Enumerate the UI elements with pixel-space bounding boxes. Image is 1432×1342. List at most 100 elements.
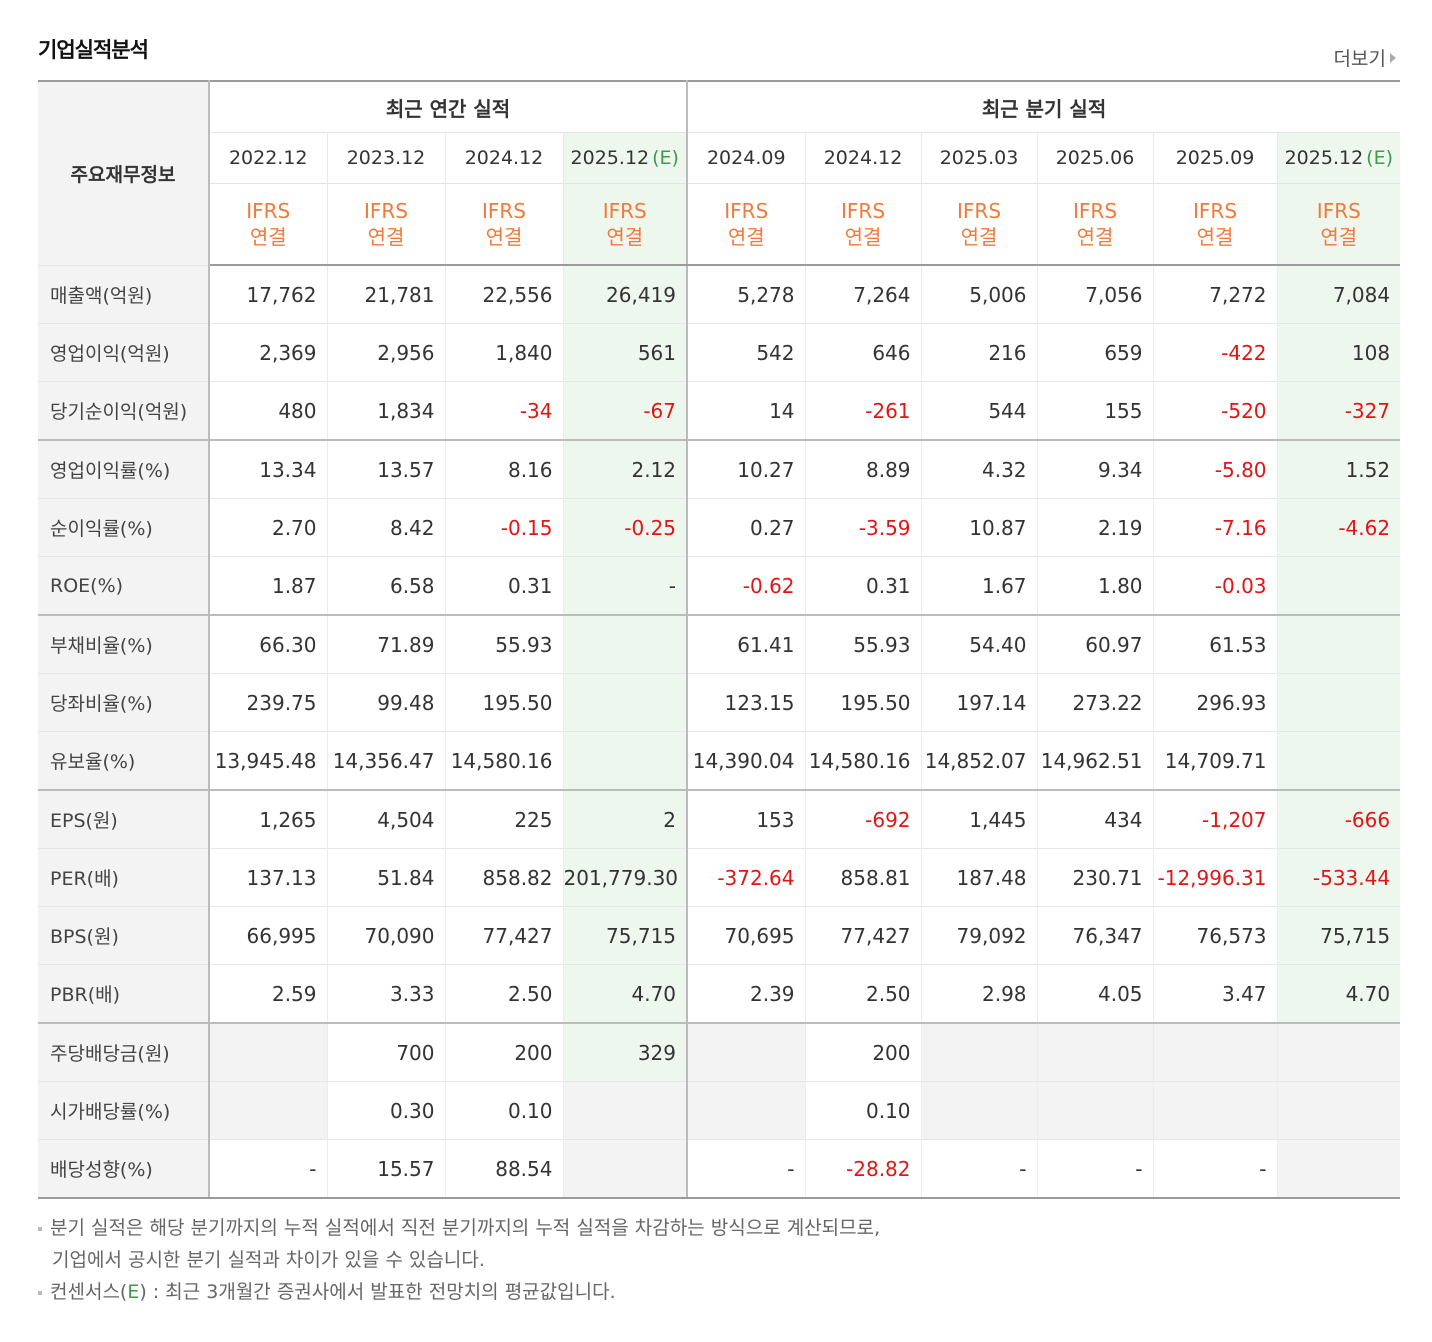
value-cell: [1036, 1022, 1154, 1082]
value-cell: 14,852.07: [920, 731, 1038, 790]
value-cell: 61.53: [1152, 614, 1278, 674]
more-link[interactable]: 더보기: [1334, 44, 1396, 71]
table-row: 부채비율(%) 66.30 71.89 55.93 61.41 55.93 54.40 60.…: [38, 614, 1401, 674]
period-header: 2023.12: [326, 132, 445, 184]
value-cell: 14,390.04: [686, 731, 806, 790]
row-label: 당기순이익(억원): [38, 381, 210, 440]
value-cell: 329: [562, 1022, 689, 1082]
value-cell: 76,573: [1152, 906, 1278, 965]
value-cell: 17,762: [208, 264, 327, 324]
value-cell: 4.70: [562, 964, 689, 1023]
value-cell: 195.50: [804, 673, 922, 732]
value-cell: [1276, 614, 1401, 674]
value-cell: -: [920, 1139, 1038, 1199]
value-cell: -12,996.31: [1152, 848, 1278, 907]
value-cell: [1276, 1139, 1401, 1199]
value-cell: [208, 1022, 327, 1082]
value-cell: 216: [920, 323, 1038, 382]
value-cell: 239.75: [208, 673, 327, 732]
value-cell: 123.15: [686, 673, 806, 732]
period-header: 2025.09: [1152, 132, 1278, 184]
value-cell: -: [208, 1139, 327, 1199]
value-cell: -520: [1152, 381, 1278, 440]
value-cell: [1276, 1081, 1401, 1140]
value-cell: 79,092: [920, 906, 1038, 965]
value-cell: 4.32: [920, 439, 1038, 499]
value-cell: -: [1036, 1139, 1154, 1199]
value-cell: 200: [444, 1022, 563, 1082]
value-cell: 14,709.71: [1152, 731, 1278, 790]
value-cell: 1,265: [208, 789, 327, 849]
value-cell: -: [1152, 1139, 1278, 1199]
value-cell: 7,056: [1036, 264, 1154, 324]
value-cell: 13.34: [208, 439, 327, 499]
value-cell: 1,834: [326, 381, 445, 440]
value-cell: -692: [804, 789, 922, 849]
value-cell: 0.27: [686, 498, 806, 557]
value-cell: 15.57: [326, 1139, 445, 1199]
table-row: PBR(배) 2.59 3.33 2.50 4.70 2.39 2.50 2.98 4.05 3.…: [38, 964, 1401, 1023]
value-cell: 7,272: [1152, 264, 1278, 324]
value-cell: 55.93: [444, 614, 563, 674]
footnote-1: 분기 실적은 해당 분기까지의 누적 실적에서 직전 분기까지의 누적 실적을 …: [38, 1212, 880, 1244]
value-cell: 542: [686, 323, 806, 382]
value-cell: 21,781: [326, 264, 445, 324]
value-cell: -0.25: [562, 498, 689, 557]
table-row: BPS(원) 66,995 70,090 77,427 75,715 70,695 77,4…: [38, 906, 1401, 965]
period-header: 2024.12: [804, 132, 922, 184]
value-cell: [1276, 673, 1401, 732]
value-cell: 3.47: [1152, 964, 1278, 1023]
value-cell: 13,945.48: [208, 731, 327, 790]
value-cell: 54.40: [920, 614, 1038, 674]
value-cell: 14,580.16: [804, 731, 922, 790]
value-cell: 88.54: [444, 1139, 563, 1199]
value-cell: -0.03: [1152, 556, 1278, 615]
value-cell: 5,278: [686, 264, 806, 324]
value-cell: 6.58: [326, 556, 445, 615]
ifrs-label: IFRS 연결: [208, 183, 327, 266]
value-cell: 296.93: [1152, 673, 1278, 732]
quarter-group-header: 최근 분기 실적: [686, 80, 1401, 133]
row-label: 영업이익(억원): [38, 323, 210, 382]
bullet-icon: [38, 1290, 42, 1295]
value-cell: 71.89: [326, 614, 445, 674]
value-cell: [562, 673, 689, 732]
period-header: 2024.09: [686, 132, 806, 184]
value-cell: 480: [208, 381, 327, 440]
ifrs-label: IFRS 연결: [444, 183, 563, 266]
value-cell: -: [686, 1139, 806, 1199]
value-cell: 4,504: [326, 789, 445, 849]
value-cell: 108: [1276, 323, 1401, 382]
row-label: 순이익률(%): [38, 498, 210, 557]
value-cell: 1.80: [1036, 556, 1154, 615]
ifrs-label: IFRS 연결: [562, 183, 689, 266]
row-label: 유보율(%): [38, 731, 210, 790]
value-cell: -1,207: [1152, 789, 1278, 849]
value-cell: 2.50: [444, 964, 563, 1023]
value-cell: 137.13: [208, 848, 327, 907]
value-cell: [562, 614, 689, 674]
value-cell: 51.84: [326, 848, 445, 907]
table-row: ROE(%) 1.87 6.58 0.31- -0.62 0.31 1.67 1.80 -0.0…: [38, 556, 1401, 615]
period-header: 2025.12 (E): [562, 132, 689, 184]
estimate-mark: (E): [652, 147, 679, 169]
value-cell: 230.71: [1036, 848, 1154, 907]
value-cell: 2.12: [562, 439, 689, 499]
row-label: 당좌비율(%): [38, 673, 210, 732]
row-label: BPS(원): [38, 906, 210, 965]
value-cell: [562, 1081, 689, 1140]
value-cell: 2: [562, 789, 689, 849]
value-cell: 700: [326, 1022, 445, 1082]
footnote-1-cont: 기업에서 공시한 분기 실적과 차이가 있을 수 있습니다.: [52, 1249, 485, 1271]
row-label: 영업이익률(%): [38, 439, 210, 499]
table-row: EPS(원) 1,265 4,504 225 2 153 -692 1,445 434 -1,20…: [38, 789, 1401, 849]
value-cell: 26,419: [562, 264, 689, 324]
ifrs-label: IFRS 연결: [1036, 183, 1154, 266]
value-cell: [1152, 1081, 1278, 1140]
value-cell: 77,427: [444, 906, 563, 965]
value-cell: 434: [1036, 789, 1154, 849]
value-cell: [1276, 731, 1401, 790]
value-cell: 0.10: [444, 1081, 563, 1140]
row-label: 부채비율(%): [38, 614, 210, 674]
value-cell: [920, 1081, 1038, 1140]
